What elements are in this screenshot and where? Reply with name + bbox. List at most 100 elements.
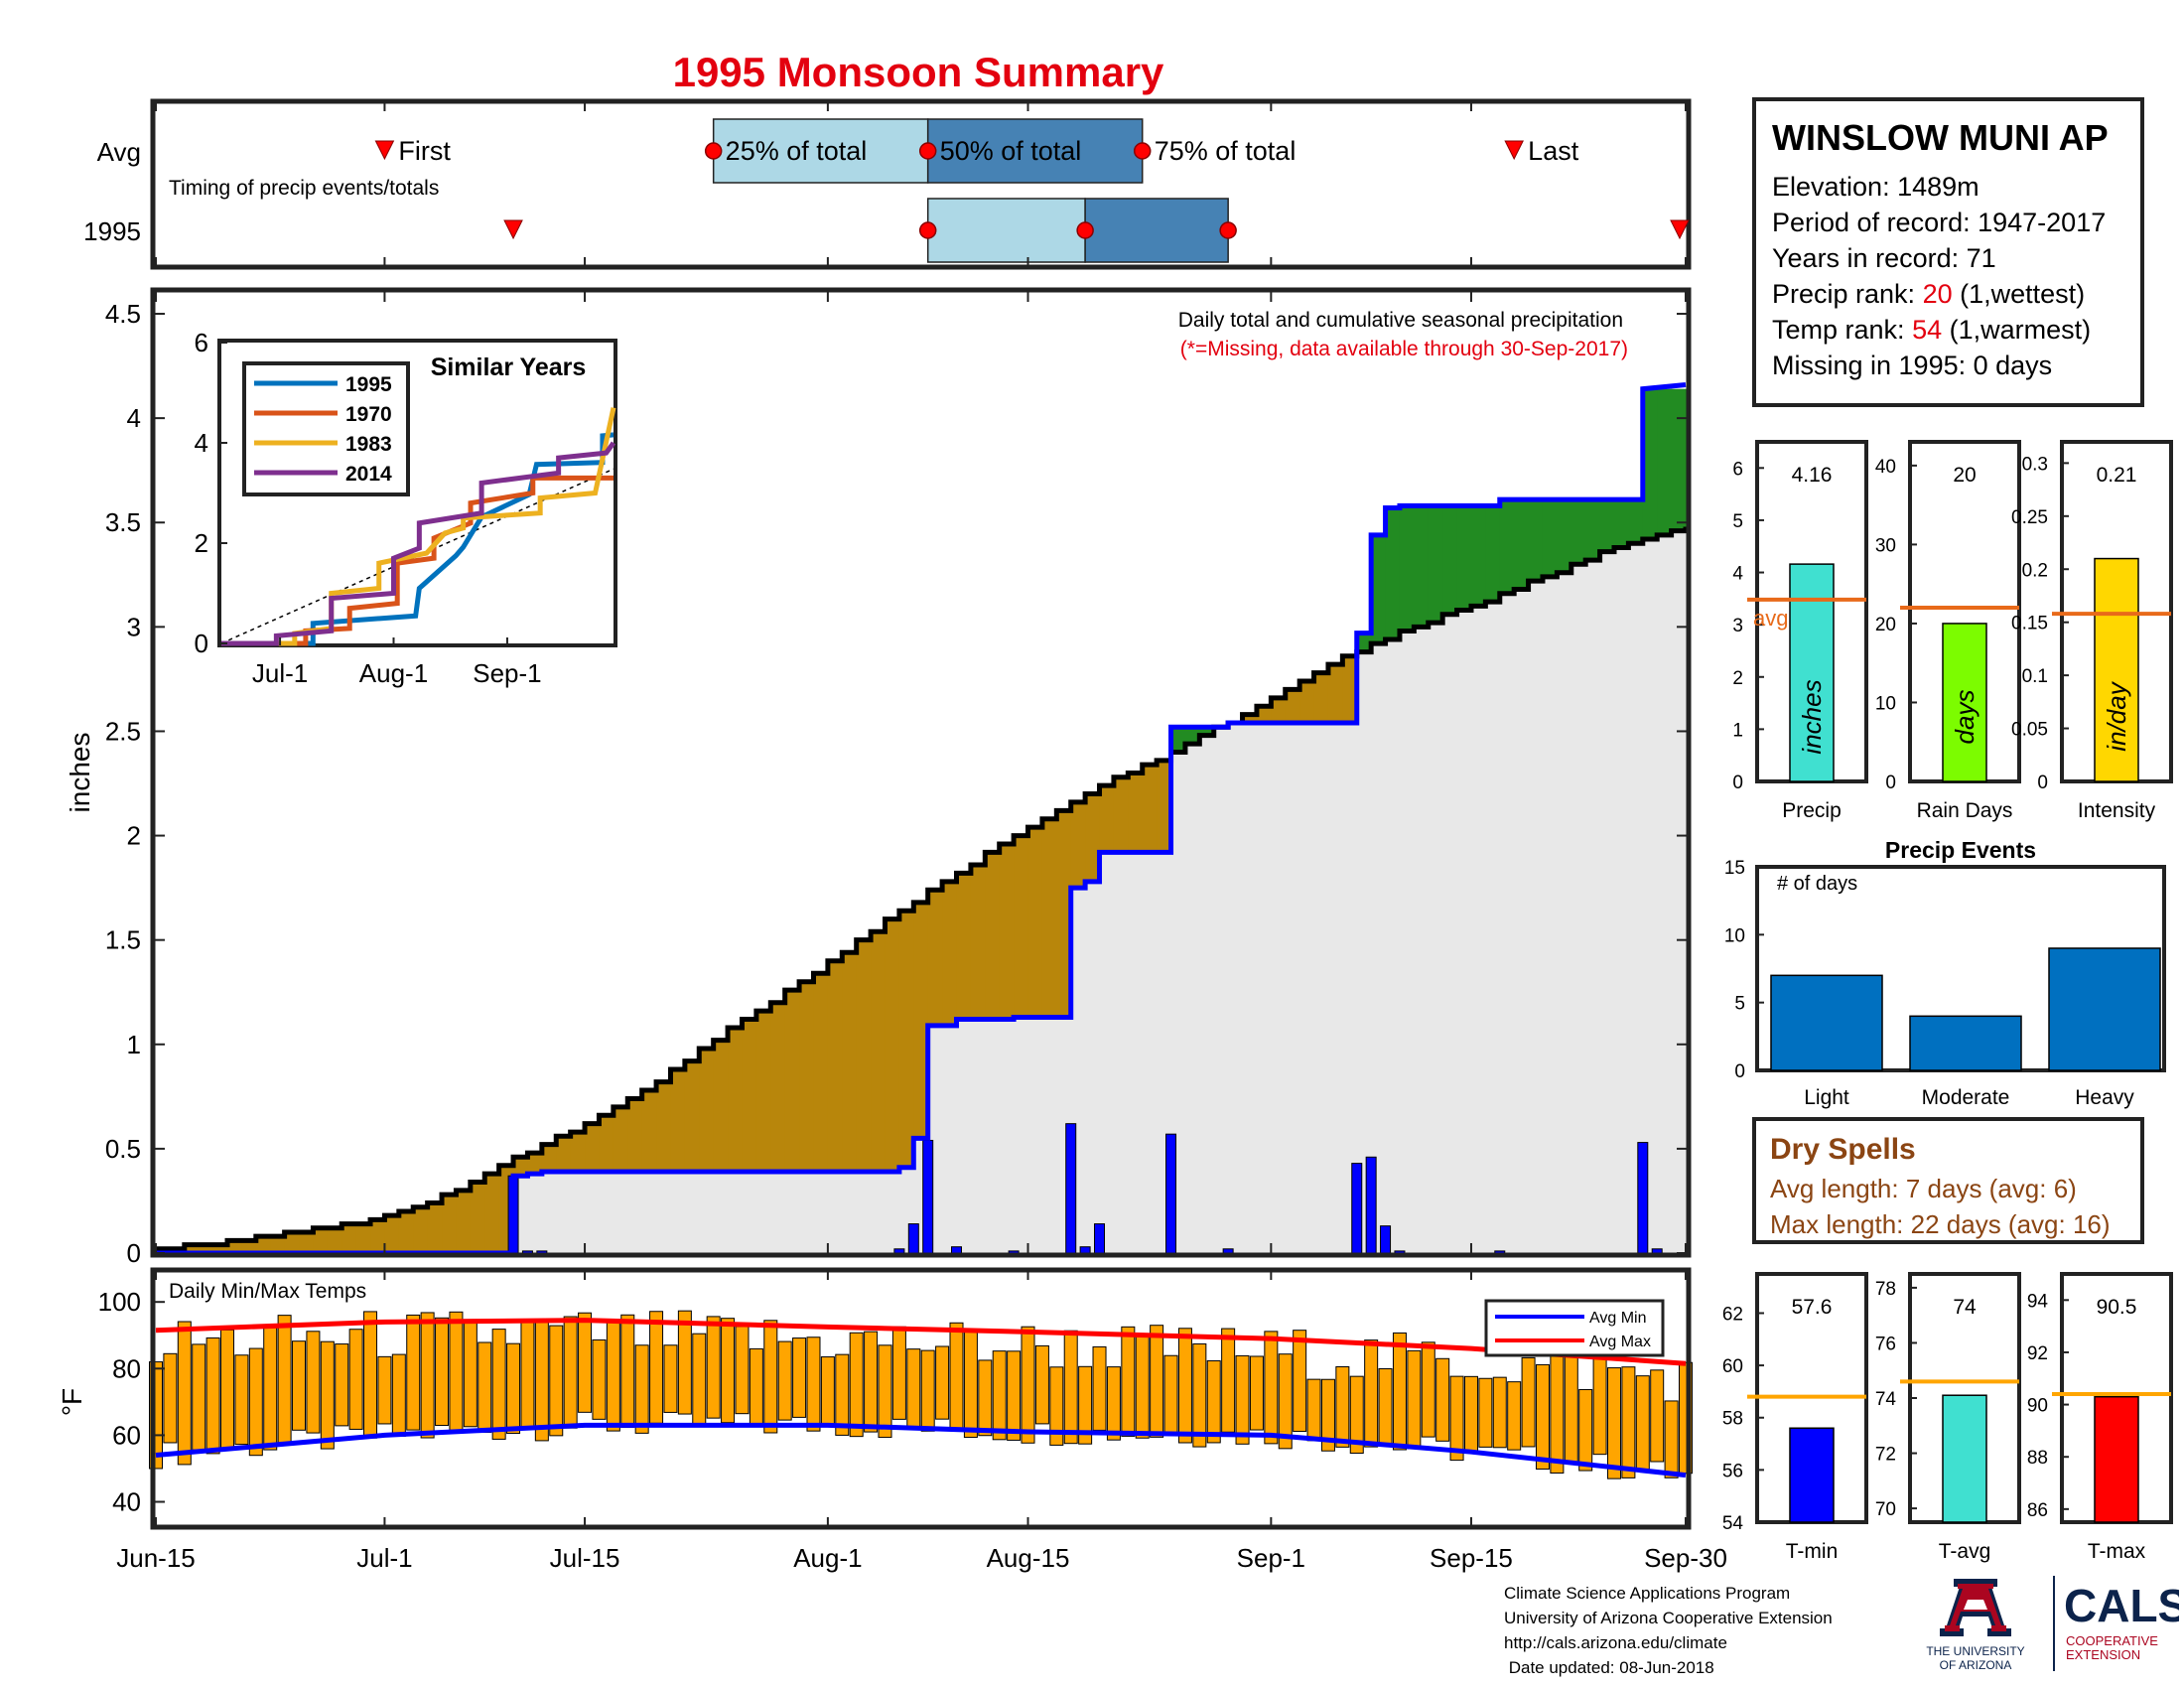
cumulative-base-fill (1256, 723, 1272, 1253)
cumulative-base-fill (871, 1172, 887, 1253)
daily-temp-bar (435, 1317, 450, 1427)
above-average-fill (1542, 499, 1558, 577)
tmax-stat-y-tick-label: 86 (2027, 1500, 2048, 1521)
cumulative-base-fill (999, 1019, 1015, 1253)
events-y-tick-label: 5 (1734, 994, 1745, 1015)
tavg-stat-xlabel: T-avg (1939, 1540, 1991, 1563)
daily-temp-bar (963, 1330, 978, 1439)
daily-temp-bar (520, 1322, 535, 1429)
daily-temp-bar (1478, 1377, 1493, 1448)
daily-temp-bar (1606, 1367, 1621, 1479)
daily-temp-bar (620, 1314, 635, 1429)
inset-title: Similar Years (431, 353, 587, 381)
daily-temp-bar (1320, 1378, 1335, 1452)
precip-y-tick-label: 2 (127, 821, 141, 851)
daily-temp-bar (1078, 1365, 1093, 1445)
daily-temp-bar (1021, 1326, 1035, 1444)
date-axis: Jun-15 Jul-1 Jul-15 Aug-1 Aug-15 Sep-1 Sep-15 S… (116, 101, 1727, 1573)
rain-days-stat-y-tick-label: 0 (1885, 773, 1896, 793)
station-name: WINSLOW MUNI AP (1772, 117, 2109, 158)
below-average-fill (784, 990, 800, 1173)
daily-temp-bar (463, 1319, 478, 1428)
daily-temp-bar (634, 1344, 649, 1434)
daily-temp-bar (1407, 1349, 1422, 1450)
dry-spells-title: Dry Spells (1770, 1133, 1916, 1166)
below-average-fill (527, 1153, 543, 1175)
cumulative-base-fill (1585, 560, 1601, 1253)
daily-temp-bar (1221, 1328, 1236, 1433)
year-p25-marker (918, 221, 937, 239)
cumulative-base-fill (541, 1172, 557, 1253)
cumulative-base-fill (1485, 602, 1501, 1253)
temp-rank-note: (1,warmest) (1942, 315, 2092, 345)
daily-temp-bar (1106, 1366, 1121, 1441)
intensity-stat-caption: in/day (2102, 680, 2131, 751)
below-average-fill (599, 1115, 614, 1173)
daily-temp-bar (878, 1344, 892, 1439)
below-average-fill (1313, 672, 1329, 724)
below-average-fill (513, 1157, 529, 1177)
legend-avg-max: Avg Max (1589, 1334, 1651, 1350)
below-average-fill (1157, 760, 1172, 853)
precip-y-tick-label: 1.5 (105, 925, 141, 955)
temp-stats-panels: 57.6 T-min 54 56 58 60 62 74 T-avg 70 72 74 76 78 90.5… (1722, 1272, 2173, 1563)
cumulative-base-fill (1184, 744, 1200, 1253)
above-average-fill (1199, 727, 1215, 736)
above-average-fill (1671, 388, 1687, 531)
year-p50-marker (1076, 221, 1094, 239)
above-average-fill (1170, 727, 1186, 753)
cumulative-base-fill (627, 1172, 643, 1253)
avg-p75-label: 75% of total (1155, 136, 1297, 166)
year-first-marker (503, 219, 523, 240)
precip-panel: 0 0.5 1 1.5 2 2.5 3 3.5 4 4.5 inches Daily total … (65, 287, 1692, 1268)
cumulative-base-fill (1356, 651, 1372, 1253)
below-average-fill (898, 911, 914, 1168)
credit-line-url[interactable]: http://cals.arizona.edu/climate (1504, 1633, 1727, 1652)
below-average-fill (270, 1236, 286, 1253)
below-average-fill (413, 1206, 429, 1253)
above-average-fill (1628, 499, 1644, 544)
station-years: Years in record: 71 (1772, 243, 1996, 273)
cumulative-base-fill (1514, 589, 1530, 1253)
daily-temp-bar (549, 1325, 564, 1437)
daily-temp-bar (935, 1345, 950, 1420)
precip-rank-value: 20 (1922, 279, 1953, 309)
cumulative-base-fill (699, 1172, 715, 1253)
above-average-fill (1570, 499, 1586, 565)
daily-temp-bar (363, 1311, 378, 1439)
below-average-fill (670, 1069, 686, 1173)
below-average-fill (985, 852, 1001, 1020)
rain-days-stat-value: 20 (1953, 464, 1976, 487)
below-average-fill (556, 1136, 572, 1173)
below-average-fill (241, 1240, 257, 1253)
below-average-fill (284, 1231, 300, 1253)
daily-temp-bar (1049, 1366, 1064, 1446)
cumulative-base-fill (1213, 727, 1229, 1253)
daily-precip-bar (951, 1246, 963, 1254)
rain-days-stat-y-tick-label: 20 (1875, 615, 1896, 635)
date-tick-label: Sep-1 (1237, 1543, 1305, 1573)
precip-ylabel: inches (65, 733, 95, 813)
rain-days-stat-bar (1942, 623, 1987, 782)
below-average-fill (370, 1219, 386, 1253)
inset-y-tick-label: 0 (195, 629, 208, 658)
daily-temp-bar (706, 1316, 721, 1419)
inset-y-tick-label: 6 (195, 328, 208, 357)
below-average-fill (1128, 773, 1144, 853)
date-tick-label: Sep-30 (1644, 1543, 1727, 1573)
cumulative-base-fill (1671, 530, 1687, 1253)
daily-precip-bar (1165, 1133, 1177, 1254)
intensity-stat-value: 0.21 (2097, 464, 2137, 487)
daily-temp-bar (649, 1311, 664, 1424)
station-temp-rank: Temp rank: 54 (1,warmest) (1772, 312, 2140, 348)
daily-temp-bar (1635, 1375, 1650, 1472)
cumulative-base-fill (1442, 614, 1458, 1253)
avg-first-marker (374, 140, 395, 161)
daily-temp-bar (578, 1312, 593, 1413)
daily-temp-bar (491, 1329, 506, 1440)
cumulative-base-fill (670, 1172, 686, 1253)
daily-precip-bar (907, 1223, 919, 1254)
cumulative-base-fill (784, 1172, 800, 1253)
above-average-fill (1428, 505, 1443, 624)
